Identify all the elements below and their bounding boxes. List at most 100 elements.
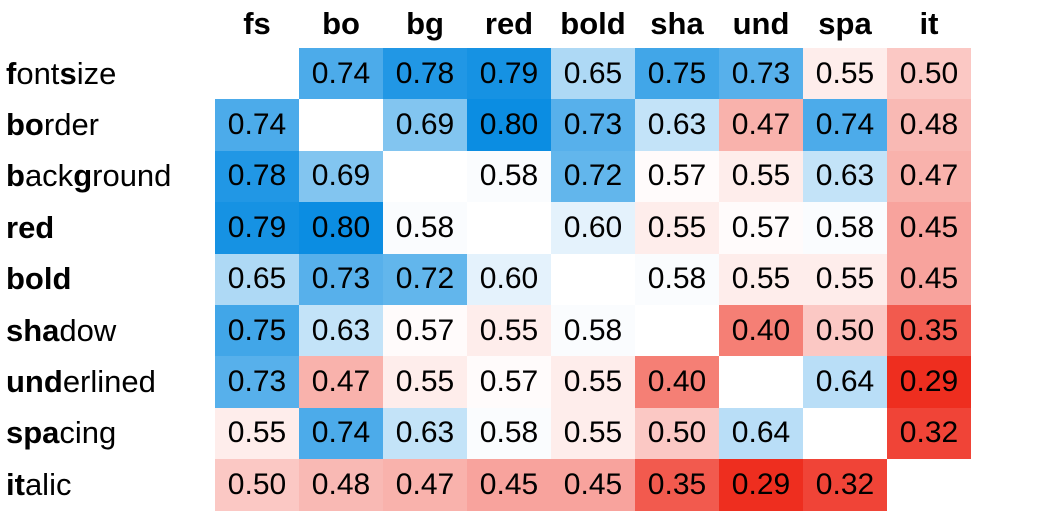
column-header-it: it [919, 6, 939, 41]
heatmap-cell-1-8: 0.48 [887, 99, 971, 151]
heatmap-cell-2-0: 0.78 [215, 150, 299, 203]
heatmap-cell-2-3: 0.58 [467, 150, 551, 203]
heatmap-cell-6-1: 0.47 [299, 356, 383, 408]
heatmap-cell-2-5: 0.57 [635, 150, 719, 203]
heatmap-cell-5-3: 0.55 [467, 305, 551, 357]
heatmap-cell-8-5: 0.35 [635, 459, 719, 511]
heatmap-cell-1-2: 0.69 [383, 99, 467, 151]
heatmap-cell-0-2: 0.78 [383, 48, 467, 100]
heatmap-cell-0-7: 0.55 [803, 48, 887, 100]
heatmap-cell-4-6: 0.55 [719, 253, 803, 305]
heatmap-cell-2-8: 0.47 [887, 150, 971, 203]
column-header-sha: sha [650, 6, 704, 41]
heatmap-cell-empty [383, 150, 467, 203]
heatmap-cell-8-7: 0.32 [803, 459, 887, 511]
heatmap-cell-empty [887, 459, 971, 511]
heatmap-cell-3-8: 0.45 [887, 202, 971, 254]
heatmap-cell-5-1: 0.63 [299, 305, 383, 357]
heatmap-cell-5-6: 0.40 [719, 305, 803, 357]
heatmap-cell-3-7: 0.58 [803, 202, 887, 254]
heatmap-cell-empty [467, 202, 551, 254]
row-label-1: bo rder [6, 106, 100, 142]
heatmap-cell-1-3: 0.80 [467, 99, 551, 151]
heatmap-cell-3-0: 0.79 [215, 202, 299, 254]
heatmap-cell-3-4: 0.60 [551, 202, 635, 254]
heatmap-cell-6-8: 0.29 [887, 356, 971, 408]
heatmap-cell-6-0: 0.73 [215, 356, 299, 408]
heatmap-cell-7-1: 0.74 [299, 407, 383, 460]
column-header-bo: bo [322, 6, 360, 41]
heatmap-cell-2-4: 0.72 [551, 150, 635, 203]
heatmap-cell-7-5: 0.50 [635, 407, 719, 460]
heatmap-cell-4-5: 0.58 [635, 253, 719, 305]
heatmap-cell-7-4: 0.55 [551, 407, 635, 460]
column-header-und: und [732, 6, 790, 41]
heatmap-cell-empty [215, 48, 299, 100]
heatmap-cell-6-2: 0.55 [383, 356, 467, 408]
heatmap-cell-4-2: 0.72 [383, 253, 467, 305]
column-header-fs: fs [243, 6, 271, 41]
heatmap-cell-0-8: 0.50 [887, 48, 971, 100]
heatmap-cell-4-7: 0.55 [803, 253, 887, 305]
heatmap-cell-5-8: 0.35 [887, 305, 971, 357]
heatmap-cell-7-6: 0.64 [719, 407, 803, 460]
heatmap-cell-2-1: 0.69 [299, 150, 383, 203]
heatmap-cell-3-2: 0.58 [383, 202, 467, 254]
heatmap-cell-8-6: 0.29 [719, 459, 803, 511]
heatmap-cell-4-8: 0.45 [887, 253, 971, 305]
heatmap-cell-6-3: 0.57 [467, 356, 551, 408]
heatmap-cell-5-7: 0.50 [803, 305, 887, 357]
heatmap-cell-5-0: 0.75 [215, 305, 299, 357]
heatmap-cell-0-4: 0.65 [551, 48, 635, 100]
heatmap-cell-8-4: 0.45 [551, 459, 635, 511]
heatmap-cell-6-4: 0.55 [551, 356, 635, 408]
heatmap-cell-empty [299, 99, 383, 151]
heatmap-cell-0-1: 0.74 [299, 48, 383, 100]
heatmap-cell-0-5: 0.75 [635, 48, 719, 100]
heatmap-cell-3-1: 0.80 [299, 202, 383, 254]
row-label-4: bold [6, 261, 72, 297]
heatmap-cell-empty [803, 407, 887, 460]
heatmap-cell-3-5: 0.55 [635, 202, 719, 254]
heatmap-cell-1-7: 0.74 [803, 99, 887, 151]
row-label-3: red [6, 209, 55, 245]
column-header-bg: bg [406, 6, 444, 41]
heatmap-cell-4-1: 0.73 [299, 253, 383, 305]
heatmap-cell-8-1: 0.48 [299, 459, 383, 511]
heatmap-cell-empty [719, 356, 803, 408]
row-label-7: spa cing [6, 415, 117, 451]
heatmap-cell-1-6: 0.47 [719, 99, 803, 151]
heatmap-cell-8-0: 0.50 [215, 459, 299, 511]
heatmap-cell-empty [635, 305, 719, 357]
heatmap-cell-1-4: 0.73 [551, 99, 635, 151]
column-header-red: red [484, 6, 534, 41]
row-label-5: sha dow [6, 312, 117, 348]
heatmap-cell-0-6: 0.73 [719, 48, 803, 100]
row-label-0: f ont s ize [6, 55, 117, 91]
heatmap-cell-2-7: 0.63 [803, 150, 887, 203]
heatmap-cell-2-6: 0.55 [719, 150, 803, 203]
heatmap-cell-6-5: 0.40 [635, 356, 719, 408]
heatmap-cell-7-3: 0.58 [467, 407, 551, 460]
heatmap-cell-7-8: 0.32 [887, 407, 971, 460]
heatmap-cell-5-4: 0.58 [551, 305, 635, 357]
heatmap-cell-3-6: 0.57 [719, 202, 803, 254]
row-label-2: b ack g round [6, 158, 172, 194]
column-header-bold: bold [560, 6, 626, 41]
heatmap-cell-7-0: 0.55 [215, 407, 299, 460]
heatmap-cell-6-7: 0.64 [803, 356, 887, 408]
heatmap-cell-1-0: 0.74 [215, 99, 299, 151]
heatmap-cell-8-3: 0.45 [467, 459, 551, 511]
row-label-8: it alic [6, 466, 72, 502]
heatmap-cell-8-2: 0.47 [383, 459, 467, 511]
heatmap-cell-0-3: 0.79 [467, 48, 551, 100]
heatmap-cell-7-2: 0.63 [383, 407, 467, 460]
column-header-spa: spa [818, 6, 872, 41]
row-label-6: und erlined [6, 363, 156, 399]
heatmap-cell-5-2: 0.57 [383, 305, 467, 357]
heatmap-cell-4-3: 0.60 [467, 253, 551, 305]
heatmap-cell-4-0: 0.65 [215, 253, 299, 305]
heatmap-cell-empty [551, 253, 635, 305]
heatmap-cell-1-5: 0.63 [635, 99, 719, 151]
